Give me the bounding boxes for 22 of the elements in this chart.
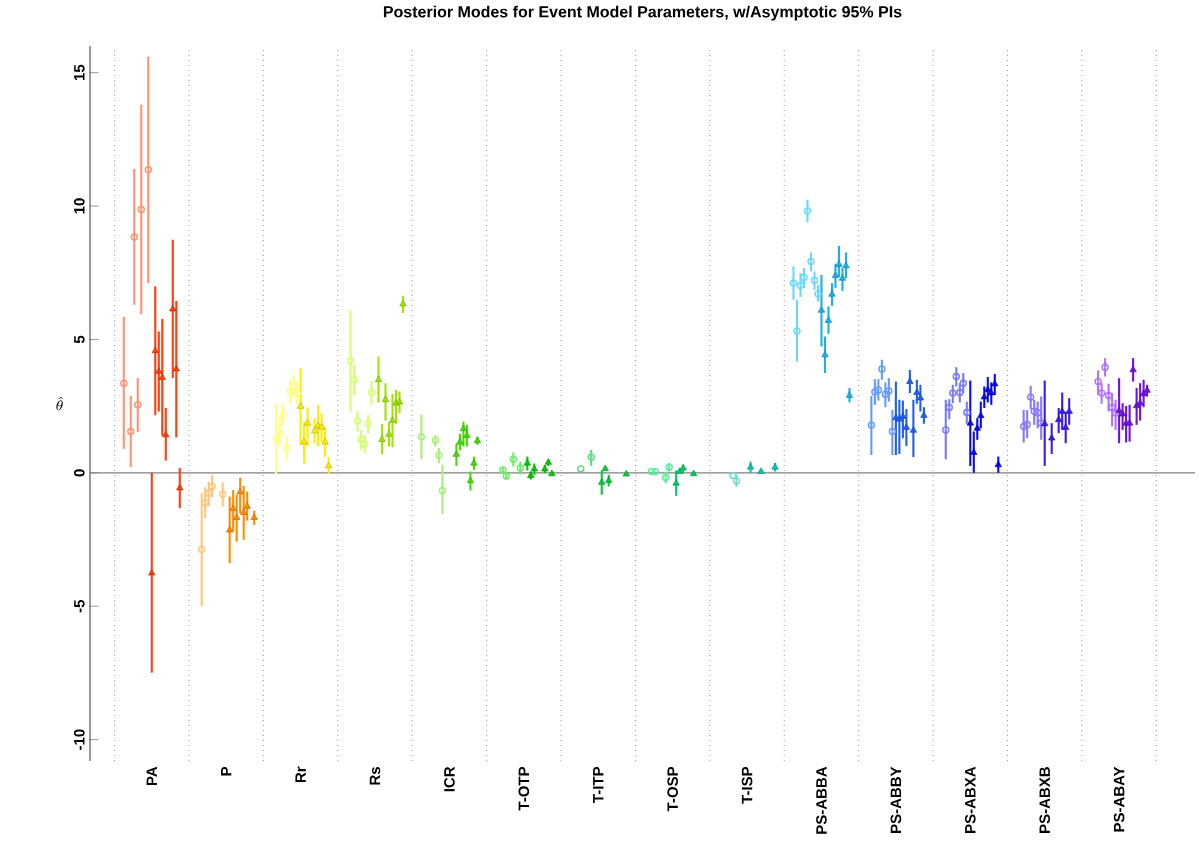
chart-title: Posterior Modes for Event Model Parameters, w/Asymptotic 95% PIs [383,5,902,21]
y-tick-label: 10 [73,198,85,214]
x-tick-label: Rs [369,767,381,785]
x-tick-label: T-ITP [593,766,604,803]
x-tick-label: Rr [295,766,306,783]
x-tick-label: PS-ABBY [890,766,902,833]
y-tick-label: -10 [73,729,85,750]
y-tick-label: 5 [74,335,85,344]
x-tick-label: T-OSP [667,766,678,812]
x-tick-label: PS-ABAY [1113,766,1125,832]
y-tick-label: 0 [73,469,85,477]
x-tick-label: T-ISP [741,766,753,804]
x-tick-label: P [221,766,232,776]
x-tick-label: T-OTP [518,766,530,811]
x-tick-label: PS-ABXB [1039,767,1051,833]
y-axis-title: $\hat{\theta}$ [56,396,63,411]
x-tick-label: PS-ABBA [816,766,827,834]
x-tick-label: PS-ABXA [964,766,976,833]
x-tick-label: ICR [444,766,455,792]
y-tick-label: 15 [74,64,85,81]
x-tick-label: PA [146,766,157,786]
y-tick-label: -5 [74,599,85,613]
